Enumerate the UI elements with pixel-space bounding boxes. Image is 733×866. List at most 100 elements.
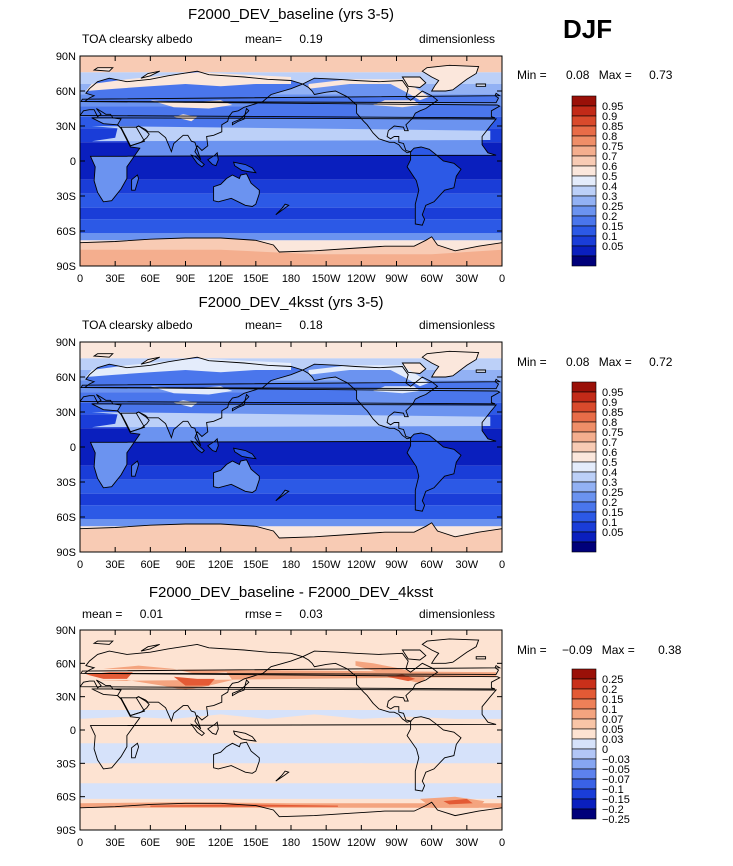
coastline-madagascar <box>131 174 140 191</box>
lon-tick-label: 150E <box>243 559 269 571</box>
coastline-sumatra <box>190 723 205 737</box>
lat-tick-label: 90N <box>56 51 76 63</box>
colorbar-box <box>571 205 597 217</box>
colorbar-box <box>571 115 597 127</box>
colorbar-box <box>571 511 597 523</box>
lon-tick-label: 60E <box>141 273 161 285</box>
max-label: Max = <box>598 355 632 369</box>
coastline-greenland <box>421 64 480 92</box>
colorbar-label: 0.15 <box>602 507 623 519</box>
desert-patch <box>91 412 491 428</box>
lon-tick-label: 30E <box>105 559 125 571</box>
colorbar-label: 0.2 <box>602 211 617 223</box>
colorbar-box <box>571 688 597 700</box>
min-label: Min = <box>517 68 547 82</box>
ocean-band <box>80 179 502 194</box>
colorbar-label: 0.7 <box>602 437 617 449</box>
colorbar-label: 0.6 <box>602 447 617 459</box>
colorbar-box <box>571 135 597 147</box>
colorbar-box <box>571 521 597 533</box>
mean-value: 0.19 <box>299 32 323 46</box>
lon-tick-label: 150W <box>312 837 341 849</box>
coastline-north_america <box>301 650 439 723</box>
ocean-band <box>80 219 502 234</box>
coastline-eurasia <box>80 643 501 730</box>
colorbar-box <box>571 718 597 730</box>
lon-tick-label: 150E <box>243 273 269 285</box>
colorbar-label: 0.4 <box>602 181 617 193</box>
lat-tick-label: 90S <box>56 261 76 273</box>
albedo-field <box>80 342 502 552</box>
lon-tick-label: 30E <box>105 273 125 285</box>
diff-negative-band <box>80 783 502 799</box>
lon-tick-label: 0 <box>499 559 505 571</box>
lon-tick-label: 180 <box>282 559 300 571</box>
lat-tick-label: 0 <box>70 442 76 454</box>
colorbar-label: 0.75 <box>602 427 623 439</box>
ocean-band <box>80 233 502 241</box>
ocean-band <box>80 370 502 381</box>
colorbar: 0.250.20.150.10.070.050.030−0.03−0.05−0.… <box>571 668 630 826</box>
colorbar-box <box>571 738 597 750</box>
ocean-band <box>80 505 502 520</box>
lon-tick-label: 90W <box>385 273 408 285</box>
rmse-label-text: rmse = <box>245 607 283 621</box>
colorbar-label: 0.25 <box>602 487 623 499</box>
colorbar-box <box>571 235 597 247</box>
colorbar: 0.950.90.850.80.750.70.60.50.40.30.250.2… <box>571 381 623 553</box>
ocean-band <box>80 479 502 494</box>
coastline-new_guinea <box>232 447 257 460</box>
coastline-novaya <box>140 70 160 79</box>
max-value: 0.72 <box>649 355 673 369</box>
coastline-eurasia <box>80 70 501 161</box>
colorbar-label: 0.25 <box>602 201 623 213</box>
lat-tick-label: 60S <box>56 792 76 804</box>
panel-title: F2000_DEV_4ksst (yrs 3-5) <box>198 294 384 311</box>
rmse-value: 0.03 <box>299 607 323 621</box>
colorbar-box <box>571 155 597 167</box>
coastline-baffin <box>401 362 427 374</box>
colorbar-box <box>571 165 597 177</box>
colorbar-box <box>571 788 597 800</box>
colorbar-box <box>571 125 597 137</box>
coastline-novaya <box>140 356 160 365</box>
coastline-novaya <box>140 643 160 652</box>
panel-title: F2000_DEV_baseline (yrs 3-5) <box>188 6 394 23</box>
coastline-uk <box>80 92 502 104</box>
min-max-readout: Min = −0.09 Max = 0.38 <box>517 643 687 657</box>
variable-label: TOA clearsky albedo <box>82 32 193 46</box>
colorbar-label: 0.05 <box>602 527 623 539</box>
colorbar-box <box>571 708 597 720</box>
colorbar-box <box>571 411 597 423</box>
colorbar-label: 0.3 <box>602 191 617 203</box>
lon-tick-label: 150W <box>312 559 341 571</box>
lon-tick-label: 60W <box>420 837 443 849</box>
colorbar-box <box>571 215 597 227</box>
colorbar-box <box>571 225 597 237</box>
land-fill-novaya <box>141 357 160 365</box>
coastline-iceland <box>475 656 487 660</box>
snow-cover <box>308 79 430 101</box>
lat-tick-label: 0 <box>70 725 76 737</box>
desert-patch <box>91 126 491 142</box>
variable-label: TOA clearsky albedo <box>82 318 193 332</box>
lat-tick-label: 90N <box>56 337 76 349</box>
colorbar-box <box>571 758 597 770</box>
mean-label-text: mean= <box>245 318 283 332</box>
diff-strong-hotspot <box>150 804 338 807</box>
min-max-readout: Min = 0.08 Max = 0.73 <box>517 68 678 82</box>
lat-tick-label: 0 <box>70 156 76 168</box>
coastline-antarctica <box>80 236 502 266</box>
rmse-label: rmse = 0.03 <box>245 607 323 621</box>
ocean-band <box>80 519 502 527</box>
lon-tick-label: 120E <box>208 273 234 285</box>
lon-tick-label: 60W <box>420 559 443 571</box>
coastline-uk <box>80 664 502 675</box>
min-label: Min = <box>517 643 547 657</box>
coastline-africa <box>89 688 498 770</box>
diff-strong-hotspot <box>443 798 473 805</box>
coastline-eurasia <box>80 356 501 447</box>
colorbar-box <box>571 501 597 513</box>
coastline-new_zealand <box>275 770 290 782</box>
